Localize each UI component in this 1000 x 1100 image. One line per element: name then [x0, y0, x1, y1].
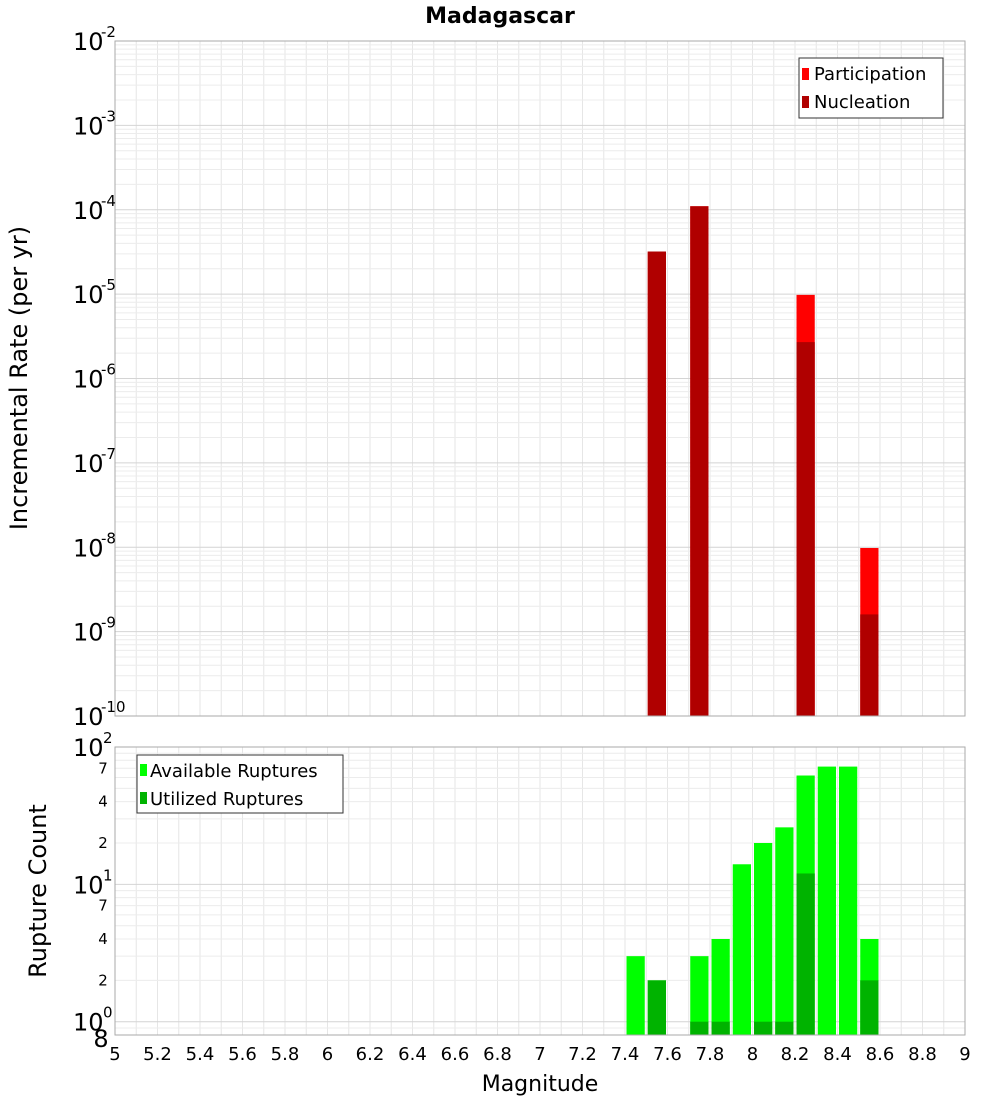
bar-available-ruptures: [817, 766, 836, 1035]
y-tick-label: 10: [73, 366, 104, 394]
bar-nucleation: [647, 251, 666, 716]
bottom-y-axis-label: Rupture Count: [24, 804, 52, 978]
x-tick-label: 5: [109, 1044, 120, 1065]
bar-available-ruptures: [711, 939, 730, 1035]
y-tick-exponent: -8: [101, 529, 116, 547]
y-tick-exponent: -4: [101, 192, 116, 210]
x-axis-label: Magnitude: [482, 1072, 599, 1097]
bar-nucleation: [690, 206, 709, 716]
x-tick-label: 7.8: [696, 1044, 725, 1065]
y-tick-exponent: 0: [103, 1004, 113, 1022]
y-tick-label: 10: [73, 281, 104, 309]
legend-label-participation: Participation: [814, 64, 926, 85]
bar-available-ruptures: [754, 843, 773, 1035]
x-tick-label: 6.6: [441, 1044, 470, 1065]
x-tick-label: 7.6: [653, 1044, 682, 1065]
legend-label-nucleation: Nucleation: [814, 92, 910, 113]
x-tick-label: 7: [534, 1044, 545, 1065]
y-tick-exponent: -7: [101, 445, 116, 463]
legend-swatch-nucleation: [802, 96, 809, 108]
x-tick-label: 6: [322, 1044, 333, 1065]
y-tick-exponent: -5: [101, 276, 116, 294]
bar-available-ruptures: [690, 956, 709, 1035]
bar-utilized-ruptures: [711, 1021, 730, 1035]
y-tick-label: 10: [73, 112, 104, 140]
top-bars: [647, 206, 879, 716]
y-tick-label: 10: [73, 703, 104, 731]
bottom-legend-box: [136, 754, 344, 814]
x-tick-label: 7.4: [611, 1044, 640, 1065]
bar-utilized-ruptures: [860, 980, 879, 1035]
x-tick-labels: 5 5.2 5.4 5.6 5.8 6 6.2 6.4 6.6 6.8 7 7.2 7.4 7.6 7.8 8…: [109, 1044, 970, 1065]
y-tick-label: 10: [73, 534, 104, 562]
y-minor-tick-label: 7: [98, 759, 108, 777]
y-minor-tick-label: 4: [98, 930, 108, 948]
x-tick-label: 7.2: [568, 1044, 597, 1065]
y-minor-tick-label: 2: [98, 971, 108, 989]
x-tick-label: 8.2: [781, 1044, 810, 1065]
legend-swatch-participation: [802, 68, 809, 80]
y-tick-label: 10: [73, 28, 104, 56]
bar-utilized-ruptures: [647, 980, 666, 1035]
x-tick-label: 6.2: [356, 1044, 385, 1065]
bar-nucleation: [796, 342, 815, 716]
bar-utilized-ruptures: [754, 1021, 773, 1035]
y-tick-label: 10: [73, 1009, 104, 1037]
y-tick-label: 10: [73, 197, 104, 225]
y-tick-exponent: -2: [101, 23, 116, 41]
y-tick-label: 10: [73, 619, 104, 647]
y-tick-exponent: -10: [101, 698, 126, 716]
x-tick-label: 9: [959, 1044, 970, 1065]
bar-utilized-ruptures: [775, 1021, 794, 1035]
bar-utilized-ruptures: [796, 873, 815, 1035]
bar-nucleation: [860, 614, 879, 716]
x-tick-label: 8.8: [908, 1044, 937, 1065]
y-minor-tick-label: 4: [98, 793, 108, 811]
y-tick-label: 10: [73, 871, 104, 899]
bottom-bars: [626, 766, 879, 1035]
x-tick-label: 5.8: [271, 1044, 300, 1065]
legend-label-available-ruptures: Available Ruptures: [150, 761, 318, 782]
x-tick-label: 8.4: [823, 1044, 852, 1065]
x-tick-label: 8: [747, 1044, 758, 1065]
y-tick-exponent: -9: [101, 614, 116, 632]
bar-available-ruptures: [839, 766, 858, 1035]
bar-utilized-ruptures: [690, 1021, 709, 1035]
bottom-legend: Available Ruptures Utilized Ruptures: [136, 754, 344, 814]
bar-available-ruptures: [732, 864, 751, 1035]
y-tick-label: 10: [73, 450, 104, 478]
x-tick-label: 8.6: [866, 1044, 895, 1065]
y-minor-tick-label: 7: [98, 897, 108, 915]
top-y-axis-label: Incremental Rate (per yr): [5, 226, 33, 530]
x-tick-label: 5.4: [186, 1044, 215, 1065]
y-minor-tick-label: 2: [98, 834, 108, 852]
bottom-plot-frame: [114, 746, 966, 1036]
top-legend: Participation Nucleation: [798, 57, 944, 119]
y-minor-tick-label: 8: [93, 1025, 108, 1053]
y-tick-exponent: -6: [101, 361, 116, 379]
y-tick-label: 10: [73, 734, 104, 762]
chart-title: Madagascar: [425, 4, 575, 29]
bar-available-ruptures: [775, 827, 794, 1035]
top-plot-frame: [114, 40, 966, 717]
top-grid: [115, 41, 965, 716]
top-legend-box: [798, 57, 944, 119]
legend-label-utilized-ruptures: Utilized Ruptures: [150, 789, 303, 810]
x-tick-label: 5.6: [228, 1044, 257, 1065]
x-tick-label: 6.4: [398, 1044, 427, 1065]
y-tick-exponent: -3: [101, 107, 116, 125]
x-tick-label: 6.8: [483, 1044, 512, 1065]
bar-available-ruptures: [626, 956, 645, 1035]
y-tick-exponent: 2: [103, 729, 113, 747]
y-tick-exponent: 1: [103, 866, 113, 884]
legend-swatch-utilized-ruptures: [140, 792, 147, 804]
legend-swatch-available-ruptures: [140, 764, 147, 776]
x-tick-label: 5.2: [143, 1044, 172, 1065]
